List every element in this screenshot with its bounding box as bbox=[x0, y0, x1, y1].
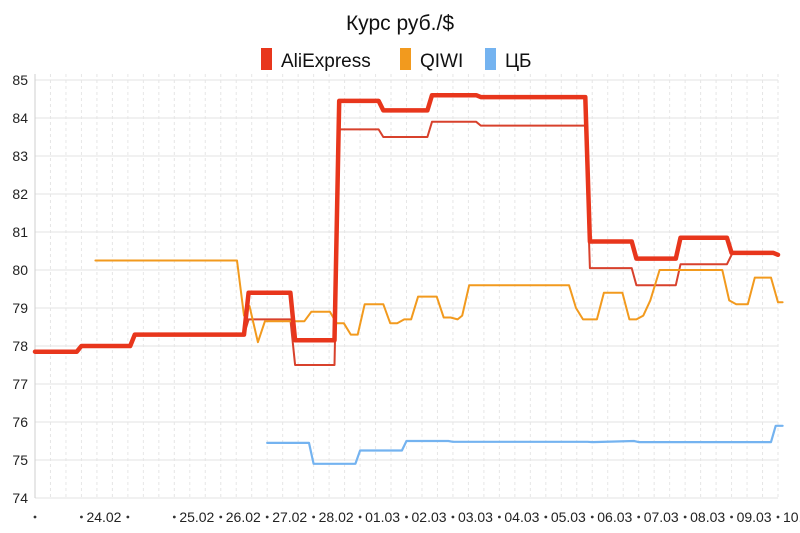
y-tick-label: 77 bbox=[12, 376, 28, 392]
series-line-aliexpress-thin bbox=[243, 120, 733, 366]
x-tick-mark bbox=[730, 515, 733, 519]
x-tick-label: 10.03 bbox=[783, 509, 800, 525]
x-tick-label: 07.03 bbox=[644, 509, 679, 525]
x-tick-mark bbox=[265, 515, 269, 519]
x-tick-mark bbox=[590, 515, 594, 519]
x-tick-mark bbox=[637, 515, 641, 519]
y-tick-label: 79 bbox=[12, 300, 28, 316]
x-tick-label: 28.02 bbox=[319, 509, 354, 525]
y-tick-label: 78 bbox=[12, 338, 28, 354]
x-tick-mark bbox=[497, 515, 501, 519]
y-tick-label: 74 bbox=[12, 490, 28, 506]
chart-legend: AliExpress QIWI ЦБ bbox=[261, 48, 532, 72]
x-tick-mark bbox=[544, 515, 548, 519]
x-tick-mark bbox=[80, 515, 83, 519]
y-tick-label: 84 bbox=[12, 110, 28, 126]
legend-swatch-qiwi bbox=[400, 48, 411, 70]
y-tick-label: 80 bbox=[12, 262, 28, 278]
x-tick-mark bbox=[776, 515, 780, 519]
x-tick-label: 25.02 bbox=[179, 509, 214, 525]
y-tick-label: 81 bbox=[12, 224, 28, 240]
x-tick-label: 06.03 bbox=[597, 509, 632, 525]
x-tick-mark bbox=[172, 515, 176, 519]
y-tick-label: 82 bbox=[12, 186, 28, 202]
x-axis-ticks: 24.02 25.02 26.02 27.02 28.02 01.03 02.03 03.03… bbox=[33, 509, 800, 525]
y-axis-ticks: 74 75 76 77 78 79 80 81 82 83 84 85 bbox=[12, 72, 28, 506]
y-tick-label: 83 bbox=[12, 148, 28, 164]
x-tick-mark bbox=[683, 515, 687, 519]
legend-swatch-aliexpress bbox=[261, 48, 272, 70]
x-tick-mark bbox=[312, 515, 316, 519]
x-tick-label: 04.03 bbox=[504, 509, 539, 525]
x-tick-label: 05.03 bbox=[551, 509, 586, 525]
x-tick-mark bbox=[33, 515, 37, 519]
chart-series bbox=[32, 92, 784, 465]
x-tick-mark bbox=[219, 515, 223, 519]
x-tick-mark bbox=[405, 515, 408, 519]
legend-label-cb: ЦБ bbox=[505, 51, 532, 72]
x-tick-label: 27.02 bbox=[272, 509, 307, 525]
x-tick-label: 09.03 bbox=[737, 509, 772, 525]
x-tick-mark bbox=[126, 515, 130, 519]
x-tick-mark bbox=[358, 515, 362, 519]
x-tick-label: 03.03 bbox=[458, 509, 493, 525]
y-tick-label: 85 bbox=[12, 72, 28, 88]
y-tick-label: 75 bbox=[12, 452, 28, 468]
x-tick-label: 02.03 bbox=[412, 509, 447, 525]
x-tick-label: 08.03 bbox=[690, 509, 725, 525]
x-tick-label: 26.02 bbox=[226, 509, 261, 525]
series-line-qiwi bbox=[94, 259, 784, 344]
legend-swatch-cb bbox=[485, 48, 496, 70]
series-line-cb bbox=[266, 424, 784, 465]
y-tick-label: 76 bbox=[12, 414, 28, 430]
legend-label-aliexpress: AliExpress bbox=[281, 51, 371, 72]
x-tick-label: 01.03 bbox=[365, 509, 400, 525]
legend-label-qiwi: QIWI bbox=[420, 51, 463, 72]
series-line-aliexpress bbox=[32, 92, 781, 354]
x-tick-mark bbox=[451, 515, 455, 519]
x-tick-label: 24.02 bbox=[86, 509, 121, 525]
chart-title: Курс руб./$ bbox=[346, 12, 454, 35]
